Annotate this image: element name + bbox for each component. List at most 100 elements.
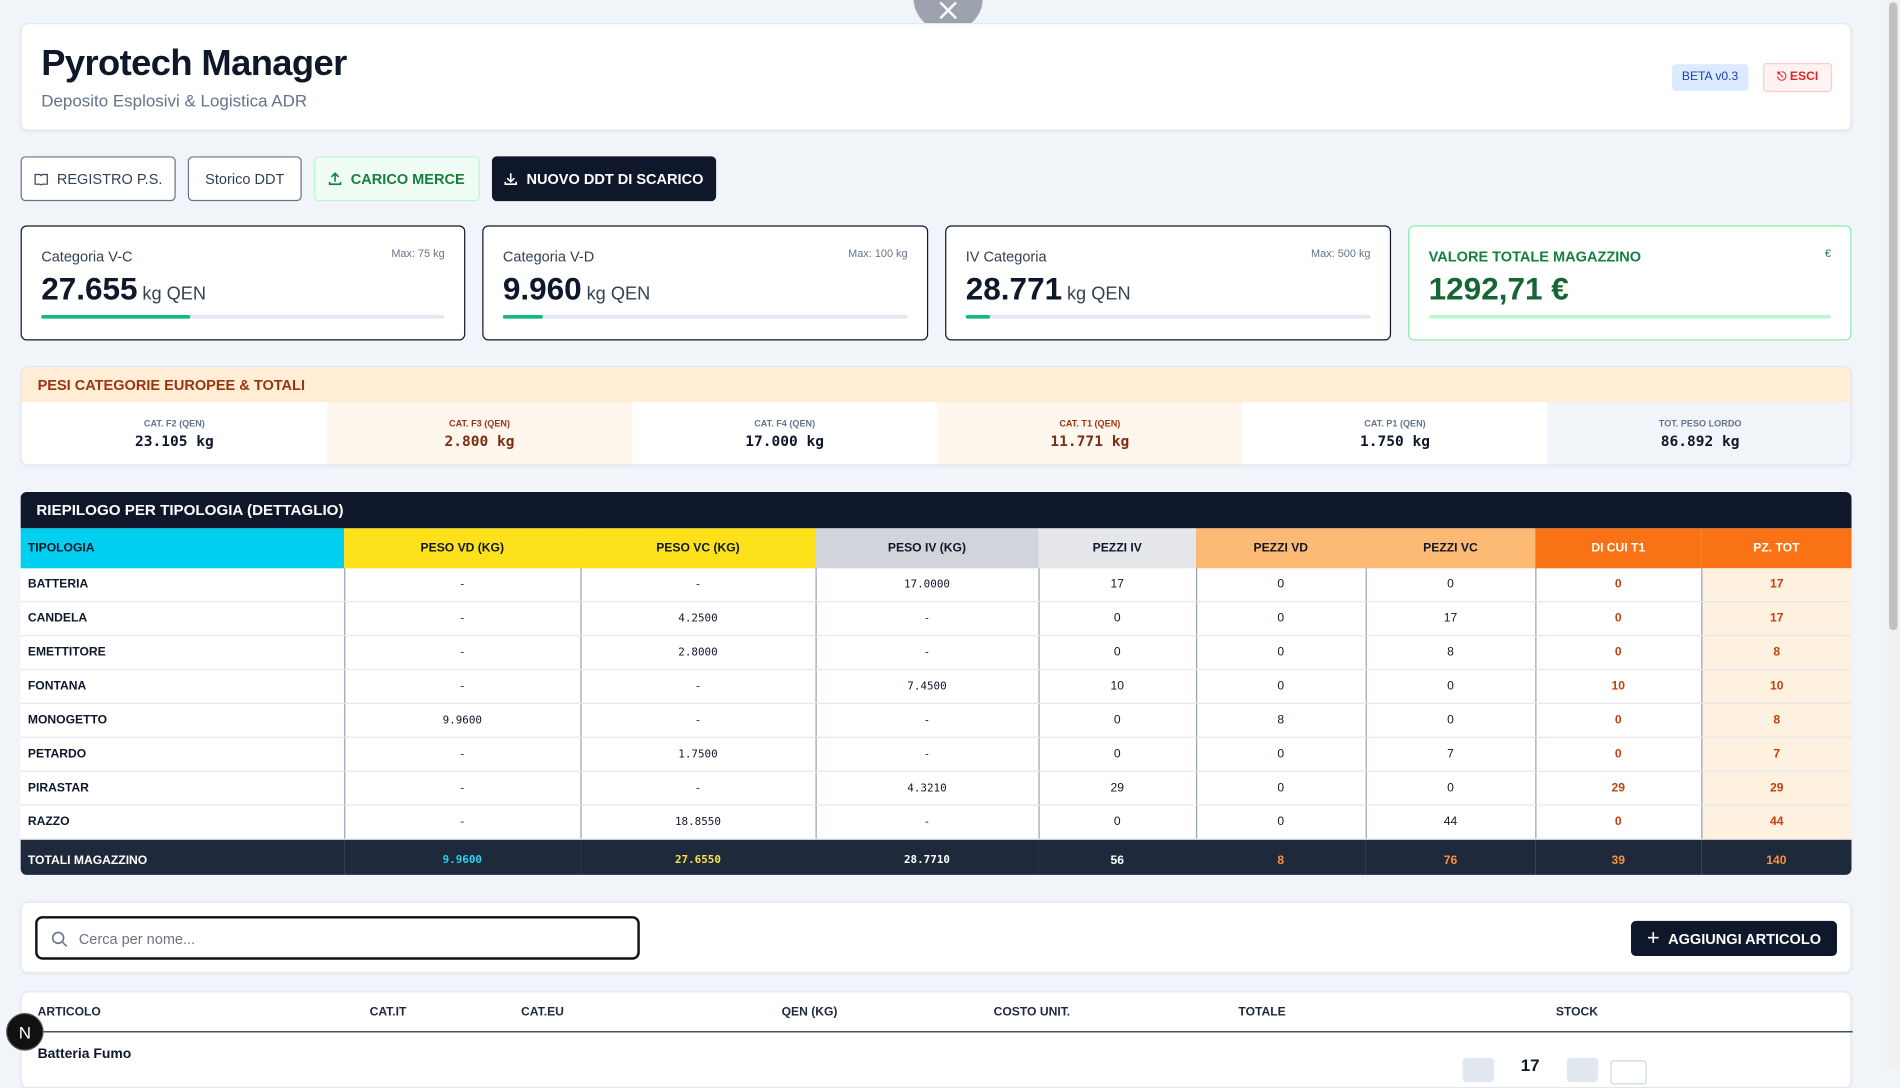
weight-label: CAT. T1 (QEN) [1059,418,1121,429]
stat-value: 9.960 kg QEN [503,270,650,308]
total-cell: 76 [1365,839,1536,875]
summary-cell: - [815,703,1040,738]
summary-cell: 8 [1195,703,1367,738]
book-icon [34,173,48,185]
summary-cell: 9.9600 [344,703,582,738]
weight-label: CAT. F2 (QEN) [143,418,205,429]
registro-button[interactable]: REGISTRO P.S. [20,156,176,202]
weight-value: 86.892 kg [1660,432,1740,450]
column-header: DI CUI T1 [1535,528,1702,569]
column-header: PEZZI IV [1038,528,1196,569]
column-header: QEN (KG) [781,1005,838,1020]
weight-cells: CAT. F2 (QEN) 23.105 kg CAT. F3 (QEN) 2.800… [21,402,1851,465]
summary-cell: 0 [1195,805,1367,840]
progress-fill [502,315,544,319]
stat-max: Max: 75 kg [391,247,445,260]
logout-label: ESCI [1789,70,1819,84]
stat-card: Categoria V-D Max: 100 kg 9.960 kg QEN [482,225,929,341]
stat-unit: kg QEN [586,283,651,305]
summary-cell: 17 [1038,568,1197,603]
summary-cell: - [580,771,817,806]
logout-button[interactable]: ⎋ ESCI [1763,63,1833,93]
total-cell: 9.9600 [344,839,581,875]
summary-cell: - [344,568,582,603]
weight-cell: CAT. T1 (QEN) 11.771 kg [937,402,1243,465]
version-badge: BETA v0.3 [1672,64,1748,91]
summary-cell: 29 [1701,771,1852,806]
summary-cell: 0 [1535,703,1702,738]
progress-fill [41,315,191,319]
search-icon [51,931,68,947]
total-cell: 140 [1701,839,1852,875]
summary-cell: 10 [1038,669,1197,705]
summary-row: RAZZO -18.8550-0 0 44 0 44 [20,805,1852,840]
summary-row: BATTERIA - -17.0000 17 0 0 0 17 [20,568,1852,603]
stock-input[interactable] [1610,1060,1647,1085]
weight-value: 2.800 kg [444,432,515,450]
app-title: Pyrotech Manager [41,43,347,84]
stat-value: 27.655 kg QEN [41,270,206,308]
weight-label: CAT. F4 (QEN) [754,418,816,429]
weight-label: TOT. PESO LORDO [1658,418,1742,429]
summary-cell: 17 [1701,601,1852,637]
column-header: TOTALE [1238,1005,1286,1020]
summary-cell: 17 [1365,601,1536,637]
type-name: PETARDO [20,737,345,772]
button-label: Storico DDT [205,170,285,188]
stat-number: 27.655 [41,270,138,307]
stat-number: 9.960 [502,270,582,307]
articles-header: ARTICOLO CAT.IT CAT.EU QEN (KG) COSTO UNIT. T… [21,992,1853,1033]
summary-row: MONOGETTO 9.9600- -0 8 0 0 8 [20,703,1852,738]
summary-cell: - [580,568,817,603]
increment-button[interactable] [1566,1057,1599,1083]
dev-indicator[interactable]: N [6,1013,44,1051]
stat-card: VALORE TOTALE MAGAZZINO €1292,71 € [1408,225,1852,341]
summary-cell: 0 [1535,568,1702,603]
decrement-button[interactable] [1462,1057,1495,1083]
add-button[interactable]: + AGGIUNGI ARTICOLO [1630,920,1837,957]
search-input[interactable]: Cerca per nome... [35,916,640,960]
summary-cell: 0 [1195,669,1367,705]
progress-fill [965,315,991,319]
stat-label: Categoria V-C [41,248,133,266]
type-name: MONOGETTO [20,703,345,738]
header-row: TIPOLOGIA PESO VD (KG) PESO VC (KG) PESO IV… [20,528,1852,569]
carico-button[interactable]: CARICO MERCE [313,156,480,202]
article-stock: 17 [1520,1055,1540,1075]
column-header: STOCK [1555,1005,1599,1020]
type-name: FONTANA [20,669,345,705]
storico-button[interactable]: Storico DDT [187,156,302,202]
search-placeholder: Cerca per nome... [78,930,196,948]
total-cell: 39 [1535,839,1702,875]
column-header: PZ. TOT [1701,528,1852,569]
scrollbar[interactable] [1886,0,1900,1068]
summary-cell: 18.8550 [580,805,817,840]
summary-cell: 8 [1365,635,1536,671]
summary-cell: 1.7500 [580,737,817,772]
european-weights: PESI CATEGORIE EUROPEE & TOTALI CAT. F2 … [20,365,1852,466]
weight-value: 11.771 kg [1050,432,1130,450]
column-header: PESO IV (KG) [815,528,1039,569]
plus-icon: + [1646,925,1660,950]
article-name: Batteria Fumo [37,1046,132,1062]
summary-cell: 0 [1038,703,1197,738]
ddt-button[interactable]: NUOVO DDT DI SCARICO [491,156,717,202]
summary-cell: 0 [1038,737,1197,772]
weight-cell: TOT. PESO LORDO 86.892 kg [1547,402,1851,465]
stat-max: € [1824,247,1831,260]
stat-label: Categoria V-D [502,248,595,266]
button-label: AGGIUNGI ARTICOLO [1668,930,1822,947]
column-header: CAT.IT [369,1005,407,1020]
search-bar: Cerca per nome... + AGGIUNGI ARTICOLO [20,901,1852,974]
column-header: ARTICOLO [37,1005,101,1020]
button-label: NUOVO DDT DI SCARICO [526,170,704,188]
column-header: PEZZI VD [1195,528,1366,569]
summary-cell: 17 [1701,568,1852,603]
summary-cell: 0 [1195,771,1367,806]
summary-cell: 0 [1535,601,1702,637]
scroll-thumb[interactable] [1889,2,1898,631]
summary-cell: 10 [1701,669,1852,705]
type-name: CANDELA [20,601,345,637]
summary-cell: 44 [1701,805,1852,840]
summary-cell: 0 [1195,601,1367,637]
